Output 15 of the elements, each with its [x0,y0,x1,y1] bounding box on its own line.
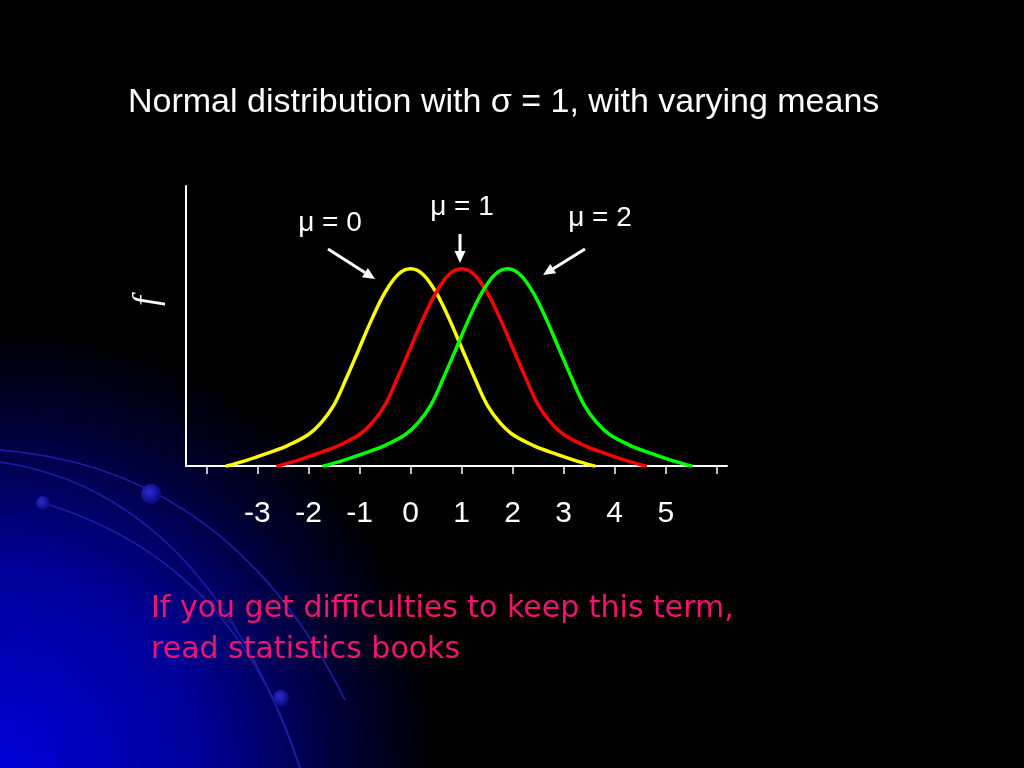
x-tick-label: -3 [244,494,271,528]
text: μ = 2 [568,201,632,233]
x-tick-label: -1 [346,494,373,528]
text: μ = 0 [298,206,362,238]
x-tick-label: 3 [555,494,573,528]
x-tick-label: 1 [453,494,470,528]
x-tick-label: -2 [295,494,322,528]
text: μ = 1 [430,190,494,222]
x-tick-label: 0 [402,494,419,528]
x-tick-label: 5 [657,494,675,528]
x-tick-label: 4 [606,494,624,528]
y-axis-title: f [126,291,165,306]
x-tick-label: 2 [504,494,521,528]
text: If you get difficulties to keep this term, read statistics books [151,588,735,667]
chart-title: Normal distribution with σ = 1, with varying means [128,80,880,120]
